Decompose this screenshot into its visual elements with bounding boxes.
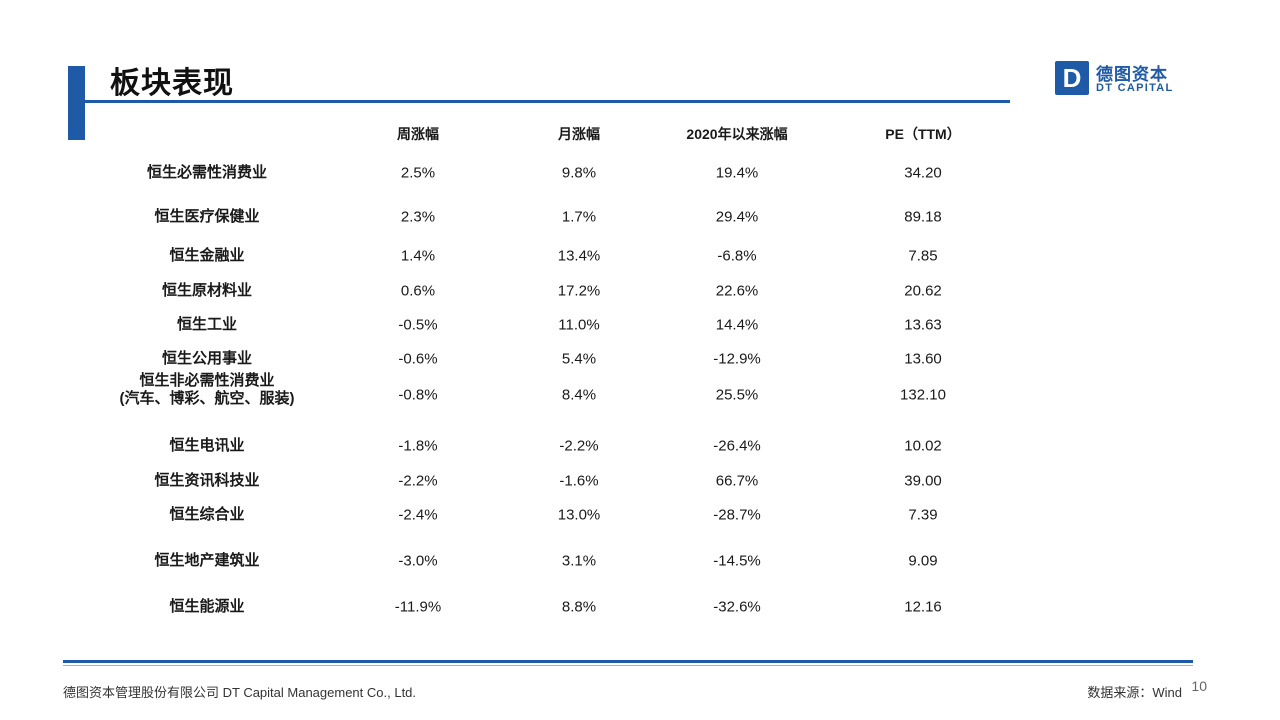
table-cell-pe-ttm: 13.63 <box>904 316 942 334</box>
table-cell-monthly-change: 3.1% <box>561 552 597 570</box>
table-cell-ytd-change: 66.7% <box>715 472 759 490</box>
table-cell-ytd-change: -26.4% <box>713 437 761 455</box>
row-label: 恒生综合业 <box>169 506 244 524</box>
table-cell-pe-ttm: 12.16 <box>904 598 942 616</box>
table-cell-weekly-change: -3.0% <box>398 552 438 570</box>
row-label: 恒生非必需性消费业 (汽车、博彩、航空、服装) <box>120 372 295 408</box>
logo-mark-icon: D <box>1055 61 1089 95</box>
row-label-text: 恒生工业 <box>176 316 238 333</box>
footer-rule-thin <box>63 665 1193 666</box>
table-cell-weekly-change: 1.4% <box>400 247 436 265</box>
row-label-text: 恒生公用事业 <box>161 350 253 367</box>
table-cell-pe-ttm: 89.18 <box>904 208 942 226</box>
table-cell-monthly-change: 9.8% <box>561 164 597 182</box>
row-label: 恒生地产建筑业 <box>154 552 259 570</box>
table-cell-pe-ttm: 132.10 <box>900 386 946 404</box>
table-cell-pe-ttm: 20.62 <box>904 282 942 300</box>
footer-company: 德图资本管理股份有限公司 DT Capital Management Co., … <box>63 685 417 700</box>
table-cell-monthly-change: 11.0% <box>558 316 600 334</box>
row-label-text: 恒生非必需性消费业 <box>139 372 275 389</box>
table-cell-ytd-change: 29.4% <box>715 208 759 226</box>
company-logo: D 德图资本 DT CAPITAL <box>1055 61 1180 97</box>
table-cell-pe-ttm: 10.02 <box>904 437 942 455</box>
column-header-ytd-change: 2020年以来涨幅 <box>686 126 788 142</box>
row-label-text: 恒生地产建筑业 <box>154 552 260 569</box>
row-label: 恒生资讯科技业 <box>154 472 259 490</box>
table-cell-weekly-change: -0.6% <box>398 350 438 368</box>
row-label-text: 恒生资讯科技业 <box>154 472 260 489</box>
row-label: 恒生公用事业 <box>162 350 252 368</box>
table-cell-monthly-change: 13.4% <box>557 247 601 265</box>
row-label: 恒生医疗保健业 <box>154 208 259 226</box>
table-cell-pe-ttm: 13.60 <box>904 350 942 368</box>
table-cell-pe-ttm: 9.09 <box>908 552 938 570</box>
row-label: 恒生能源业 <box>169 598 244 616</box>
logo-chinese-name: 德图资本 <box>1096 65 1168 84</box>
row-label-text: 恒生原材料业 <box>161 282 253 299</box>
table-cell-weekly-change: 2.5% <box>400 164 436 182</box>
table-cell-monthly-change: -2.2% <box>559 437 599 455</box>
table-cell-monthly-change: 13.0% <box>557 506 601 524</box>
column-header-monthly-change: 月涨幅 <box>558 126 600 142</box>
row-label: 恒生电讯业 <box>169 437 244 455</box>
row-label: 恒生原材料业 <box>162 282 252 300</box>
page-title: 板块表现 <box>110 67 234 100</box>
table-cell-ytd-change: 14.4% <box>715 316 759 334</box>
row-label-subtext: (汽车、博彩、航空、服装) <box>119 390 295 407</box>
footer-rule <box>63 660 1193 663</box>
table-cell-weekly-change: -0.5% <box>398 316 438 334</box>
table-cell-ytd-change: -28.7% <box>713 506 761 524</box>
footer-source: 数据来源：Wind <box>1087 685 1182 700</box>
row-label-text: 恒生金融业 <box>169 247 245 264</box>
row-label-text: 恒生电讯业 <box>169 437 245 454</box>
row-label: 恒生金融业 <box>169 247 244 265</box>
table-cell-weekly-change: -0.8% <box>398 386 438 404</box>
table-cell-ytd-change: 19.4% <box>715 164 759 182</box>
logo-english-name: DT CAPITAL <box>1096 82 1174 94</box>
title-underline <box>85 100 1010 103</box>
column-header-pe-ttm: PE（TTM） <box>885 126 961 142</box>
table-cell-weekly-change: 0.6% <box>400 282 436 300</box>
table-cell-monthly-change: 8.8% <box>561 598 597 616</box>
page-number: 10 <box>1191 678 1207 694</box>
table-cell-weekly-change: -11.9% <box>394 598 442 616</box>
column-header-weekly-change: 周涨幅 <box>397 126 439 142</box>
table-cell-pe-ttm: 34.20 <box>904 164 942 182</box>
table-cell-weekly-change: -2.4% <box>398 506 438 524</box>
table-cell-monthly-change: 8.4% <box>561 386 597 404</box>
table-cell-weekly-change: -1.8% <box>398 437 438 455</box>
row-label-text: 恒生必需性消费业 <box>146 164 268 181</box>
table-cell-ytd-change: -14.5% <box>713 552 761 570</box>
table-cell-monthly-change: 1.7% <box>561 208 597 226</box>
table-cell-monthly-change: -1.6% <box>559 472 599 490</box>
table-cell-ytd-change: -32.6% <box>713 598 761 616</box>
row-label: 恒生必需性消费业 <box>147 164 267 182</box>
row-label-text: 恒生综合业 <box>169 506 245 523</box>
table-cell-ytd-change: 25.5% <box>715 386 759 404</box>
table-cell-weekly-change: 2.3% <box>400 208 436 226</box>
table-cell-ytd-change: 22.6% <box>715 282 759 300</box>
row-label-text: 恒生能源业 <box>169 598 245 615</box>
table-cell-pe-ttm: 7.85 <box>908 247 938 265</box>
table-cell-monthly-change: 17.2% <box>557 282 601 300</box>
table-cell-weekly-change: -2.2% <box>398 472 438 490</box>
table-cell-ytd-change: -12.9% <box>713 350 761 368</box>
table-cell-monthly-change: 5.4% <box>561 350 597 368</box>
table-cell-ytd-change: -6.8% <box>717 247 757 265</box>
row-label-text: 恒生医疗保健业 <box>154 208 260 225</box>
table-cell-pe-ttm: 39.00 <box>904 472 942 490</box>
row-label: 恒生工业 <box>177 316 237 334</box>
title-accent-bar <box>68 66 85 140</box>
table-cell-pe-ttm: 7.39 <box>908 506 938 524</box>
